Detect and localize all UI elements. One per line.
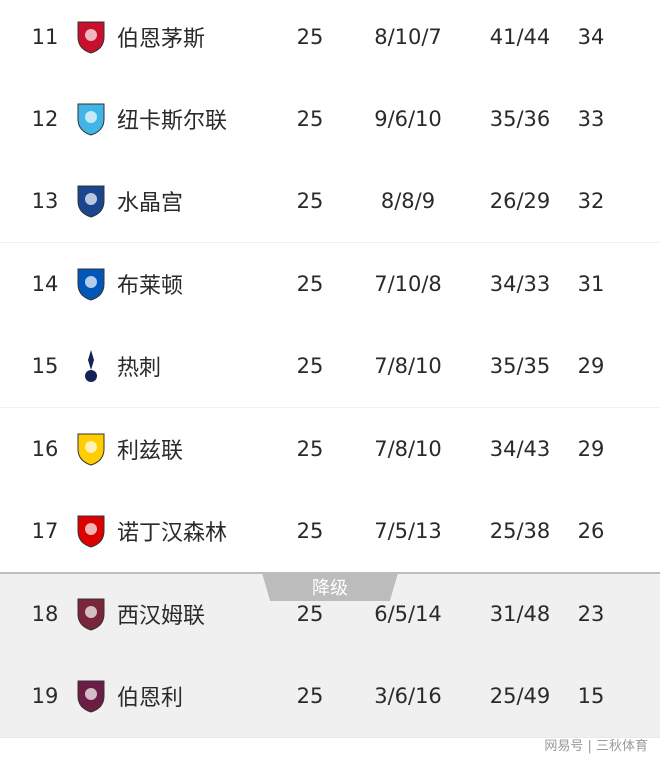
nottingham-forest-crest-icon bbox=[72, 490, 110, 572]
played: 25 bbox=[296, 188, 324, 213]
team-name[interactable]: 水晶宫 bbox=[117, 190, 184, 216]
table-row[interactable]: 17 诺丁汉森林 25 7/5/13 25/38 26 bbox=[0, 490, 660, 573]
rank: 11 bbox=[31, 24, 59, 49]
played: 25 bbox=[296, 683, 324, 708]
leeds-crest-icon bbox=[72, 408, 110, 490]
points: 15 bbox=[577, 683, 605, 708]
played: 25 bbox=[296, 106, 324, 131]
brighton-crest-icon bbox=[72, 243, 110, 325]
played: 25 bbox=[296, 518, 324, 543]
table-row[interactable]: 16 利兹联 25 7/8/10 34/43 29 bbox=[0, 408, 660, 491]
played: 25 bbox=[296, 271, 324, 296]
win-draw-loss: 7/8/10 bbox=[374, 436, 442, 461]
goals-for-against: 31/48 bbox=[489, 601, 551, 626]
goals-for-against: 35/35 bbox=[489, 353, 551, 378]
team-name[interactable]: 利兹联 bbox=[117, 438, 184, 464]
goals-for-against: 25/38 bbox=[489, 518, 551, 543]
goals-for-against: 34/33 bbox=[489, 271, 551, 296]
rank: 16 bbox=[31, 436, 59, 461]
points: 32 bbox=[577, 188, 605, 213]
watermark: 网易号 | 三秋体育 bbox=[544, 739, 648, 754]
win-draw-loss: 7/5/13 bbox=[374, 518, 442, 543]
bournemouth-crest-icon bbox=[72, 0, 110, 78]
rank: 15 bbox=[31, 353, 59, 378]
relegation-tab: 降级 bbox=[262, 573, 398, 601]
played: 25 bbox=[296, 601, 324, 626]
team-name[interactable]: 纽卡斯尔联 bbox=[117, 108, 228, 134]
points: 23 bbox=[577, 601, 605, 626]
table-row[interactable]: 13 水晶宫 25 8/8/9 26/29 32 bbox=[0, 160, 660, 243]
points: 31 bbox=[577, 271, 605, 296]
team-name[interactable]: 热刺 bbox=[117, 355, 162, 381]
win-draw-loss: 8/10/7 bbox=[374, 24, 442, 49]
rank: 14 bbox=[31, 271, 59, 296]
goals-for-against: 26/29 bbox=[489, 188, 551, 213]
team-name[interactable]: 布莱顿 bbox=[117, 273, 184, 299]
win-draw-loss: 8/8/9 bbox=[380, 188, 436, 213]
played: 25 bbox=[296, 24, 324, 49]
rank: 12 bbox=[31, 106, 59, 131]
table-row[interactable]: 12 纽卡斯尔联 25 9/6/10 35/36 33 bbox=[0, 78, 660, 161]
points: 29 bbox=[577, 353, 605, 378]
played: 25 bbox=[296, 436, 324, 461]
team-name[interactable]: 伯恩茅斯 bbox=[117, 26, 206, 52]
west-ham-crest-icon bbox=[72, 573, 110, 655]
goals-for-against: 41/44 bbox=[489, 24, 551, 49]
table-row[interactable]: 11 伯恩茅斯 25 8/10/7 41/44 34 bbox=[0, 0, 660, 79]
win-draw-loss: 3/6/16 bbox=[374, 683, 442, 708]
table-row[interactable]: 19 伯恩利 25 3/6/16 25/49 15 bbox=[0, 655, 660, 738]
rank: 19 bbox=[31, 683, 59, 708]
win-draw-loss: 9/6/10 bbox=[374, 106, 442, 131]
points: 26 bbox=[577, 518, 605, 543]
burnley-crest-icon bbox=[72, 655, 110, 737]
team-name[interactable]: 伯恩利 bbox=[117, 685, 184, 711]
rank: 18 bbox=[31, 601, 59, 626]
goals-for-against: 25/49 bbox=[489, 683, 551, 708]
newcastle-crest-icon bbox=[72, 78, 110, 160]
points: 29 bbox=[577, 436, 605, 461]
crystal-palace-crest-icon bbox=[72, 160, 110, 242]
win-draw-loss: 7/8/10 bbox=[374, 353, 442, 378]
table-row[interactable]: 15 热刺 25 7/8/10 35/35 29 bbox=[0, 325, 660, 408]
points: 34 bbox=[577, 24, 605, 49]
rank: 17 bbox=[31, 518, 59, 543]
points: 33 bbox=[577, 106, 605, 131]
goals-for-against: 34/43 bbox=[489, 436, 551, 461]
team-name[interactable]: 西汉姆联 bbox=[117, 603, 206, 629]
table-row[interactable]: 14 布莱顿 25 7/10/8 34/33 31 bbox=[0, 243, 660, 326]
team-name[interactable]: 诺丁汉森林 bbox=[117, 520, 228, 546]
goals-for-against: 35/36 bbox=[489, 106, 551, 131]
win-draw-loss: 7/10/8 bbox=[374, 271, 442, 296]
tottenham-crest-icon bbox=[72, 325, 110, 407]
win-draw-loss: 6/5/14 bbox=[374, 601, 442, 626]
rank: 13 bbox=[31, 188, 59, 213]
played: 25 bbox=[296, 353, 324, 378]
